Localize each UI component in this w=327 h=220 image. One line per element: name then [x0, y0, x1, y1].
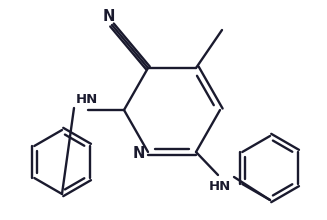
Text: N: N	[103, 9, 115, 24]
Text: N: N	[133, 145, 145, 161]
Text: HN: HN	[209, 180, 231, 192]
Text: HN: HN	[76, 92, 98, 106]
